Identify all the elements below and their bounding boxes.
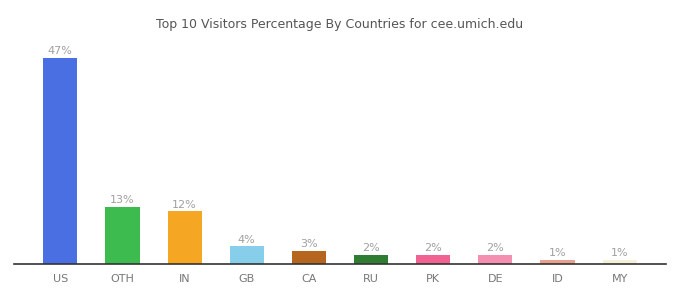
Title: Top 10 Visitors Percentage By Countries for cee.umich.edu: Top 10 Visitors Percentage By Countries … [156, 18, 524, 31]
Bar [230, 247, 264, 264]
Bar [541, 260, 575, 264]
Bar [416, 255, 450, 264]
Text: 13%: 13% [110, 195, 135, 205]
Bar [478, 255, 513, 264]
Bar [105, 207, 139, 264]
Text: 3%: 3% [300, 239, 318, 249]
Bar [354, 255, 388, 264]
Text: 2%: 2% [362, 244, 380, 254]
Text: 1%: 1% [549, 248, 566, 258]
Text: 2%: 2% [424, 244, 442, 254]
Bar [44, 58, 78, 264]
Bar [167, 212, 202, 264]
Text: 1%: 1% [611, 248, 628, 258]
Bar [602, 260, 636, 264]
Text: 2%: 2% [486, 244, 505, 254]
Text: 12%: 12% [172, 200, 197, 210]
Text: 4%: 4% [238, 235, 256, 245]
Bar [292, 251, 326, 264]
Text: 47%: 47% [48, 46, 73, 56]
